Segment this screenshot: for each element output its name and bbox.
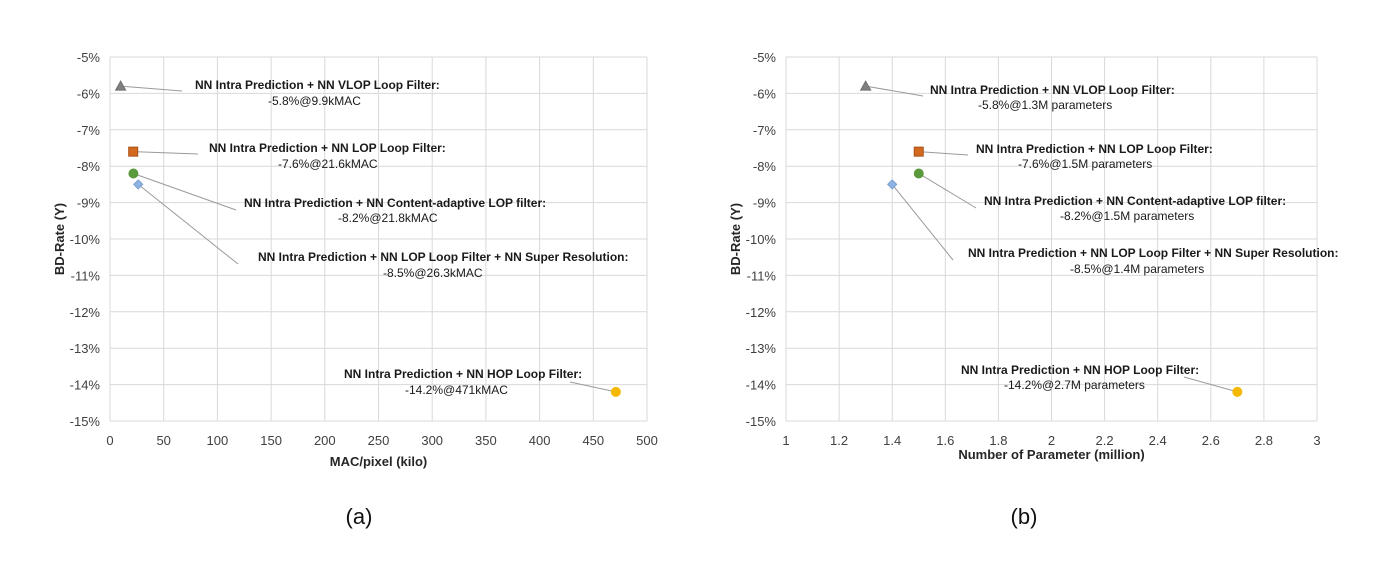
- y-tick-label: -8%: [77, 159, 101, 174]
- x-tick-label: 50: [156, 433, 170, 448]
- y-tick-label: -15%: [746, 414, 777, 429]
- x-tick-label: 400: [529, 433, 551, 448]
- x-tick-label: 1.4: [883, 433, 901, 448]
- x-tick-label: 2.8: [1255, 433, 1273, 448]
- annotation-title: NN Intra Prediction + NN VLOP Loop Filte…: [195, 78, 440, 92]
- x-tick-label: 0: [106, 433, 113, 448]
- annotation-value: -8.5%@1.4M parameters: [1070, 262, 1204, 276]
- y-tick-label: -14%: [70, 378, 101, 393]
- data-point-triangle: [859, 80, 872, 91]
- x-tick-label: 1.2: [830, 433, 848, 448]
- annotation-value: -8.2%@21.8kMAC: [338, 211, 438, 225]
- y-tick-label: -10%: [746, 232, 777, 247]
- annotation-value: -14.2%@471kMAC: [405, 383, 508, 397]
- chart-a: 0 50 100 150 200 250 300 350 400 450 500 -5% -6% -7% -…: [52, 50, 658, 529]
- x-tick-label: 500: [636, 433, 658, 448]
- y-tick-label: -15%: [70, 414, 101, 429]
- data-point-triangle: [114, 80, 127, 91]
- x-tick-label: 350: [475, 433, 497, 448]
- annotation-title: NN Intra Prediction + NN LOP Loop Filter…: [258, 250, 628, 264]
- y-tick-label: -7%: [77, 123, 101, 138]
- x-tick-label: 1: [782, 433, 789, 448]
- figure-caption: (a): [346, 504, 373, 529]
- y-tick-label: -6%: [753, 86, 777, 101]
- leader-line: [865, 85, 924, 97]
- annotation-value: -7.6%@1.5M parameters: [1018, 157, 1152, 171]
- y-tick-label: -9%: [77, 196, 101, 211]
- y-tick-label: -12%: [746, 305, 777, 320]
- leader-line: [1183, 376, 1238, 393]
- y-tick-label: -14%: [746, 378, 777, 393]
- leader-line: [137, 184, 239, 265]
- x-tick-label: 3: [1313, 433, 1320, 448]
- annotation-title: NN Intra Prediction + NN Content-adaptiv…: [984, 194, 1286, 208]
- y-tick-label: -9%: [753, 196, 777, 211]
- leader-line: [133, 151, 199, 155]
- x-tick-label: 2.4: [1149, 433, 1167, 448]
- data-point-circle: [128, 168, 139, 179]
- data-point-circle: [610, 386, 621, 397]
- y-axis-title: BD-Rate (Y): [728, 203, 743, 275]
- data-point-square: [128, 146, 139, 157]
- x-axis-title: MAC/pixel (kilo): [330, 454, 428, 469]
- annotation-title: NN Intra Prediction + NN Content-adaptiv…: [244, 196, 546, 210]
- annotation-value: -14.2%@2.7M parameters: [1004, 378, 1145, 392]
- annotation-title: NN Intra Prediction + NN LOP Loop Filter…: [976, 142, 1213, 156]
- x-tick-label: 2.2: [1096, 433, 1114, 448]
- x-tick-label: 300: [421, 433, 443, 448]
- x-axis-title: Number of Parameter (million): [958, 447, 1144, 462]
- x-tick-label: 150: [260, 433, 282, 448]
- annotation-title: NN Intra Prediction + NN LOP Loop Filter…: [209, 141, 446, 155]
- data-point-diamond: [886, 179, 898, 190]
- annotation-title: NN Intra Prediction + NN HOP Loop Filter…: [961, 363, 1199, 377]
- data-point-diamond: [133, 179, 144, 190]
- leader-line: [918, 151, 969, 156]
- annotation-value: -5.8%@9.9kMAC: [268, 94, 361, 108]
- x-tick-label: 450: [582, 433, 604, 448]
- chart-b: 1 1.2 1.4 1.6 1.8 2 2.2 2.4 2.6 2.8 3 -5% -6% -7% -8% -…: [728, 50, 1338, 529]
- leader-line: [120, 85, 183, 92]
- leader-line: [891, 184, 954, 261]
- leader-line: [918, 173, 977, 209]
- annotation-value: -7.6%@21.6kMAC: [278, 157, 378, 171]
- y-tick-label: -7%: [753, 123, 777, 138]
- y-axis-title: BD-Rate (Y): [52, 203, 67, 275]
- y-tick-label: -6%: [77, 86, 101, 101]
- x-tick-label: 100: [207, 433, 229, 448]
- y-tick-label: -13%: [746, 341, 777, 356]
- x-tick-label: 1.8: [989, 433, 1007, 448]
- annotation-value: -5.8%@1.3M parameters: [978, 98, 1112, 112]
- y-tick-label: -10%: [70, 232, 101, 247]
- leader-line: [569, 381, 616, 393]
- x-tick-label: 2.6: [1202, 433, 1220, 448]
- y-tick-label: -11%: [71, 268, 101, 283]
- y-tick-label: -12%: [70, 305, 101, 320]
- annotation-title: NN Intra Prediction + NN LOP Loop Filter…: [968, 246, 1338, 260]
- y-tick-label: -11%: [747, 268, 777, 283]
- data-point-square: [913, 146, 924, 157]
- leader-line: [133, 173, 237, 211]
- annotation-title: NN Intra Prediction + NN HOP Loop Filter…: [344, 367, 582, 381]
- y-tick-label: -5%: [77, 50, 101, 65]
- annotation-title: NN Intra Prediction + NN VLOP Loop Filte…: [930, 83, 1175, 97]
- figure-caption: (b): [1011, 504, 1038, 529]
- y-tick-label: -8%: [753, 159, 777, 174]
- annotation-value: -8.5%@26.3kMAC: [383, 266, 483, 280]
- data-point-circle: [1232, 386, 1243, 397]
- x-tick-label: 1.6: [936, 433, 954, 448]
- annotation-value: -8.2%@1.5M parameters: [1060, 209, 1194, 223]
- x-tick-label: 200: [314, 433, 336, 448]
- y-tick-label: -13%: [70, 341, 101, 356]
- x-tick-label: 2: [1048, 433, 1055, 448]
- data-point-circle: [913, 168, 924, 179]
- x-tick-label: 250: [368, 433, 390, 448]
- y-tick-label: -5%: [753, 50, 777, 65]
